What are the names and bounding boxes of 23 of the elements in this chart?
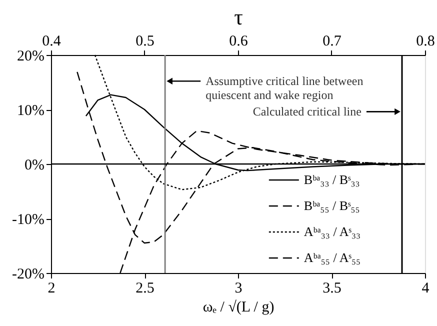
y-tick-label: 20% <box>17 48 44 64</box>
x-tick-label: 3.5 <box>322 280 342 296</box>
ref-line-label: Assumptive critical line between quiescent and wake region <box>206 74 364 102</box>
y-tick-label: -10% <box>12 212 44 228</box>
x2-tick-label: 0.5 <box>136 34 154 50</box>
y-tick-label: 0% <box>24 158 44 174</box>
legend-label: Bᵇᵃ₅₅ / Bˢ₅₅ <box>304 198 360 213</box>
x-tick-label: 2.5 <box>136 280 154 296</box>
x2-tick-label: 0.6 <box>229 34 248 50</box>
x2-tick-label: 0.7 <box>322 34 342 50</box>
y-tick-label: 10% <box>17 103 44 119</box>
x-tick-label: 2 <box>48 280 56 296</box>
ref-line-label: Calculated critical line <box>252 104 362 119</box>
legend-label: Bᵇᵃ₃₃ / Bˢ₃₃ <box>304 172 360 187</box>
x2-axis-title: τ <box>234 4 244 30</box>
x-tick-label: 3 <box>234 280 242 296</box>
legend-label: Aᵇᵃ₃₃ / Aˢ₃₃ <box>304 224 361 239</box>
x-tick-label: 4 <box>422 280 430 296</box>
x2-tick-label: 0.4 <box>42 34 62 50</box>
x2-tick-label: 0.8 <box>416 34 435 50</box>
x-axis-title: ωₑ / √(L / g) <box>202 300 274 316</box>
y-tick-label: -20% <box>12 266 44 282</box>
legend-label: Aᵇᵃ₅₅ / Aˢ₅₅ <box>304 250 361 265</box>
